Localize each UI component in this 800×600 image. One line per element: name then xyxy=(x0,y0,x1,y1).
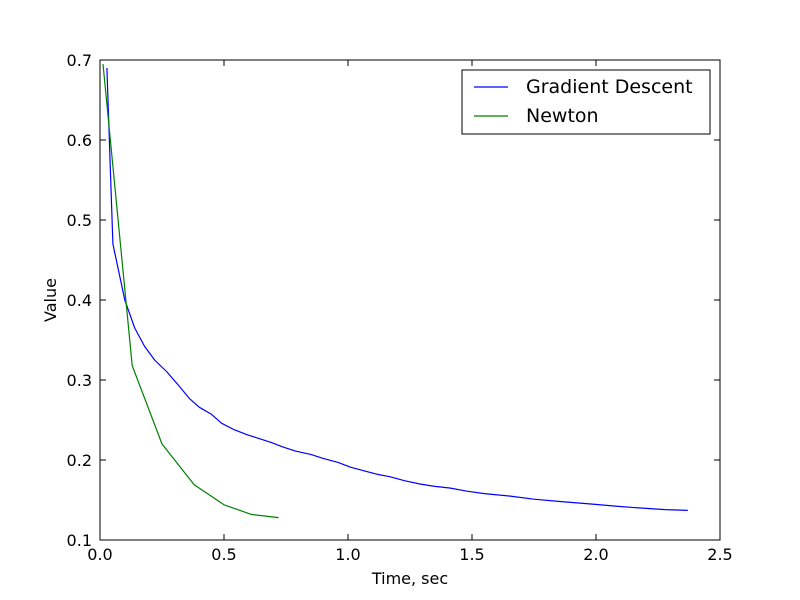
x-tick-label: 2.0 xyxy=(583,545,608,564)
y-tick-label: 0.2 xyxy=(67,451,92,470)
x-tick-label: 1.0 xyxy=(335,545,360,564)
x-axis-label: Time, sec xyxy=(371,569,448,588)
x-tick-label: 1.5 xyxy=(459,545,484,564)
legend-label-newton: Newton xyxy=(526,105,599,127)
legend: Gradient Descent Newton xyxy=(461,69,711,135)
series-line-newton xyxy=(102,63,279,519)
y-tick-label: 0.4 xyxy=(67,291,92,310)
series-layer xyxy=(102,63,688,519)
x-tick-label: 0.0 xyxy=(87,545,112,564)
x-tick-label: 2.5 xyxy=(707,545,732,564)
y-tick-label: 0.7 xyxy=(67,51,92,70)
y-tick-label: 0.6 xyxy=(67,131,92,150)
tick-layer: 0.0 0.5 1.0 1.5 2.0 2.5 0.1 0.2 0.3 0.4 0.5 0.6 0.7 xyxy=(67,51,733,564)
series-line-gradient-descent xyxy=(106,67,688,511)
y-tick-label: 0.5 xyxy=(67,211,92,230)
y-axis-label: Value xyxy=(41,278,60,322)
plot-frame xyxy=(99,59,721,541)
y-tick-label: 0.3 xyxy=(67,371,92,390)
x-tick-label: 0.5 xyxy=(211,545,236,564)
plot-area xyxy=(100,60,720,540)
legend-box xyxy=(461,69,711,135)
legend-label-gradient-descent: Gradient Descent xyxy=(526,76,693,98)
y-tick-label: 0.1 xyxy=(67,531,92,550)
